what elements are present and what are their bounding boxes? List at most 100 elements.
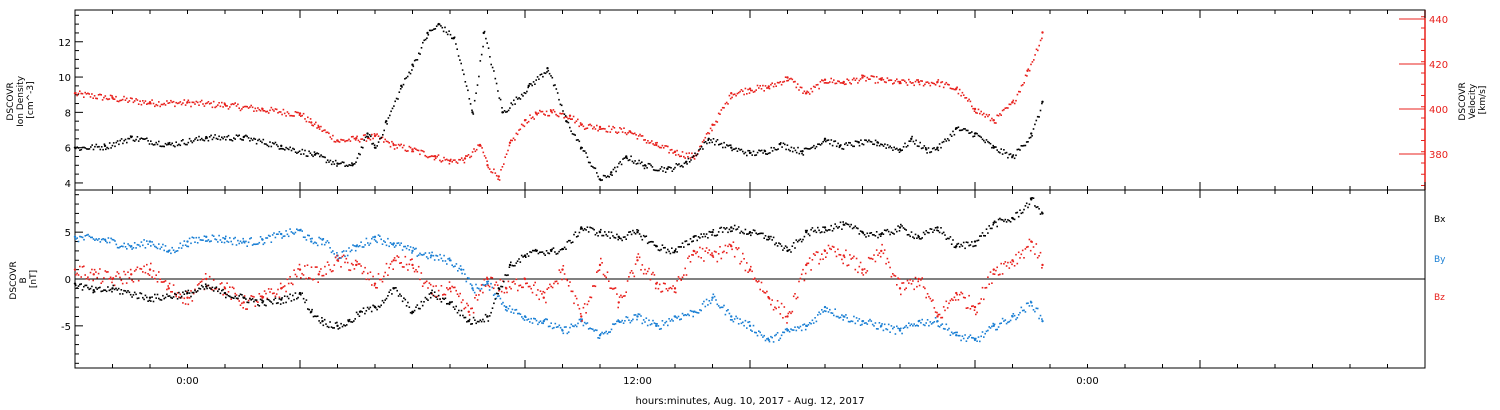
bx-point [372, 304, 374, 307]
by-point [808, 322, 811, 324]
density-point [386, 123, 388, 125]
bz-point [182, 302, 184, 304]
bz-point [740, 260, 743, 263]
by-point [273, 232, 275, 234]
density-point [241, 138, 243, 141]
density-tick-label: 4 [65, 179, 71, 190]
bx-point [618, 237, 621, 239]
bz-point [328, 264, 330, 266]
velocity-point [275, 108, 278, 111]
by-point [186, 240, 189, 243]
bz-point [730, 245, 733, 248]
velocity-point [411, 148, 414, 151]
velocity-point [526, 122, 528, 124]
bx-point [695, 235, 697, 237]
bx-point [354, 318, 356, 320]
by-point [312, 242, 315, 245]
velocity-point [270, 106, 273, 109]
by-point [593, 330, 595, 332]
bx-point [772, 236, 775, 239]
density-point [427, 34, 430, 36]
velocity-point [610, 128, 613, 131]
velocity-point [637, 135, 640, 137]
bx-point [732, 227, 735, 230]
bz-point [296, 275, 298, 278]
density-point [1038, 116, 1040, 118]
bz-point [936, 315, 939, 318]
bz-point [503, 291, 506, 294]
bx-point [338, 327, 341, 329]
density-point [1036, 115, 1039, 118]
bx-point [231, 296, 234, 299]
velocity-point [725, 101, 728, 104]
bz-point [997, 274, 1000, 276]
bx-point [835, 225, 838, 228]
density-point [242, 135, 245, 139]
density-point [815, 145, 818, 148]
bx-point [253, 300, 255, 303]
bz-point [150, 262, 152, 265]
bz-point [384, 271, 386, 274]
density-point [363, 139, 365, 141]
velocity-point [779, 81, 782, 83]
velocity-point [369, 138, 372, 141]
density-point [611, 174, 613, 176]
by-point [308, 234, 310, 237]
bx-point [452, 306, 455, 308]
density-point [707, 139, 709, 141]
density-point [964, 128, 966, 130]
density-point [616, 166, 619, 168]
velocity-point [242, 106, 244, 108]
velocity-point [245, 105, 247, 108]
velocity-point [477, 144, 479, 146]
density-point [239, 138, 242, 140]
bz-point [1027, 245, 1029, 248]
velocity-point [447, 159, 449, 162]
density-point [699, 148, 702, 150]
velocity-point [500, 169, 502, 171]
velocity-point [353, 137, 356, 140]
velocity-point [199, 101, 202, 103]
velocity-point [598, 125, 602, 129]
bz-point [192, 292, 195, 295]
density-point [457, 55, 460, 57]
bx-point [433, 291, 436, 293]
by-point [380, 238, 382, 241]
by-point [592, 328, 594, 331]
density-point [94, 145, 96, 148]
bz-point [367, 272, 369, 275]
bz-point [79, 265, 81, 268]
velocity-point [993, 122, 996, 124]
velocity-point [772, 85, 775, 88]
density-point [916, 145, 919, 147]
density-point [180, 140, 183, 142]
velocity-point [367, 137, 369, 140]
bx-point [180, 295, 183, 298]
velocity-point [176, 102, 179, 105]
density-point [728, 144, 731, 147]
velocity-point [667, 145, 669, 148]
density-point [102, 148, 104, 151]
by-point [790, 328, 792, 330]
velocity-point [547, 114, 549, 117]
by-point [991, 325, 993, 328]
by-point [574, 324, 577, 326]
density-point [1029, 136, 1032, 139]
density-point [312, 155, 314, 158]
by-point [1034, 310, 1036, 313]
by-point [817, 314, 819, 316]
bz-point [172, 284, 175, 286]
bz-point [427, 287, 429, 289]
velocity-point [787, 79, 790, 82]
density-point [195, 137, 198, 139]
velocity-point [861, 76, 864, 79]
bx-point [707, 237, 709, 239]
bz-point [317, 273, 320, 276]
bz-point [537, 289, 539, 291]
velocity-point [532, 116, 534, 118]
density-point [712, 138, 715, 140]
bz-point [391, 260, 393, 263]
density-velocity-points [73, 22, 1044, 182]
by-point [618, 321, 621, 323]
velocity-point [894, 80, 897, 82]
